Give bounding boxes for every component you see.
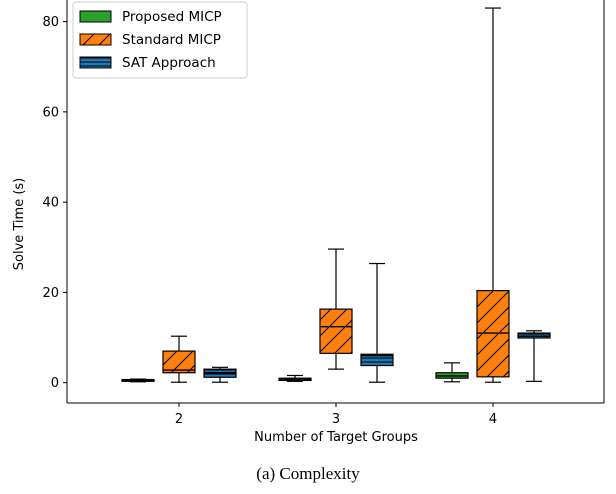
- legend-swatch-outline: [79, 10, 112, 23]
- x-tick-label: 3: [332, 412, 340, 427]
- figure-caption: (a) Complexity: [256, 464, 360, 483]
- plot-area: [121, 7, 551, 383]
- y-tick-label: 80: [42, 15, 59, 30]
- legend-swatch-outline: [79, 56, 112, 69]
- legend-entry: Proposed MICP: [79, 9, 222, 25]
- box-sat-approach-3: [360, 262, 394, 383]
- x-tick-label: 4: [489, 412, 497, 427]
- box-outline: [360, 353, 394, 367]
- y-tick-label: 0: [51, 376, 59, 391]
- legend-label: Standard MICP: [122, 32, 221, 48]
- box-standard-micp-3: [319, 248, 353, 370]
- box-proposed-micp-4: [435, 362, 469, 383]
- y-axis-label: Solve Time (s): [12, 178, 27, 271]
- legend-swatch-hatch: [80, 57, 111, 68]
- box-outline: [319, 308, 353, 354]
- box-hatch: [163, 351, 195, 373]
- legend-entry: SAT Approach: [79, 55, 216, 71]
- box-hatch: [361, 354, 393, 366]
- legend-label: SAT Approach: [122, 55, 216, 71]
- box-plot-chart: 0 20 40 60 80 2 3 4 Proposed MICP Standard MICP S…: [12, 0, 605, 445]
- box-standard-micp-4: [476, 7, 510, 383]
- axes: 0 20 40 60 80 2 3 4: [42, 0, 605, 427]
- legend-label: Proposed MICP: [122, 9, 222, 25]
- y-tick-label: 20: [42, 286, 59, 301]
- legend-frame: [72, 1, 248, 79]
- legend-swatch: [80, 11, 111, 22]
- y-tick-label: 40: [42, 196, 59, 211]
- box-hatch: [320, 309, 352, 354]
- legend-swatch-hatch: [80, 34, 111, 45]
- box-proposed-micp-2: [121, 378, 155, 383]
- legend-entry: Standard MICP: [79, 32, 221, 48]
- box-sat-approach-2: [203, 366, 237, 383]
- box-standard-micp-2: [162, 335, 196, 383]
- x-axis-label: Number of Target Groups: [254, 430, 418, 445]
- box-outline: [162, 350, 196, 374]
- legend: Proposed MICP Standard MICP SAT Approach: [72, 1, 248, 79]
- box-sat-approach-4: [517, 330, 551, 382]
- box-proposed-micp-3: [278, 374, 312, 382]
- y-tick-label: 60: [42, 105, 59, 120]
- legend-swatch-outline: [79, 33, 112, 46]
- x-tick-label: 2: [175, 412, 183, 427]
